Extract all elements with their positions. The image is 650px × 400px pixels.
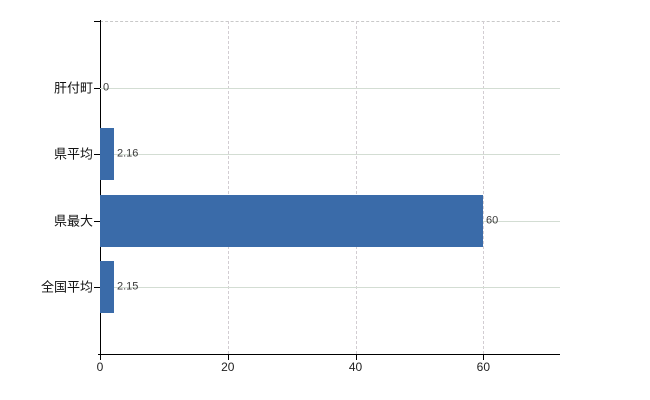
bar [100,261,114,314]
y-axis-end-tick [94,21,100,22]
x-axis-tick [227,355,229,360]
y-axis-tick [94,87,100,89]
bar-value-label: 2.16 [117,147,139,160]
x-axis-tick-label: 20 [221,360,235,374]
x-axis-tick [100,355,101,360]
x-axis-line [98,354,560,355]
bar [100,128,114,181]
x-axis-tick [483,355,485,360]
bar-value-label: 0 [103,81,110,94]
y-axis-tick [94,220,100,222]
category-row-gridline [100,154,560,156]
plot-top-border [100,21,560,22]
vertical-gridline [483,21,485,354]
bar-value-label: 2.15 [117,280,139,293]
category-label: 県最大 [53,213,93,229]
category-label: 県平均 [53,146,93,162]
x-axis-tick [355,355,357,360]
x-axis-tick-label: 60 [476,360,491,374]
category-row-gridline [100,87,560,89]
y-axis-tick [94,154,100,156]
y-axis-line [100,20,101,354]
bar-value-label: 60 [486,214,499,227]
bar [100,194,483,247]
vertical-gridline [355,21,357,354]
category-row-gridline [100,287,560,289]
category-label: 全国平均 [40,279,93,295]
x-axis-tick-label: 0 [96,360,104,374]
vertical-gridline [227,21,229,354]
x-axis-tick-label: 40 [348,360,363,374]
category-label: 肝付町 [53,80,93,96]
y-axis-tick [94,287,100,289]
plot-area: 0 2.16 60 2.15 [100,21,560,354]
